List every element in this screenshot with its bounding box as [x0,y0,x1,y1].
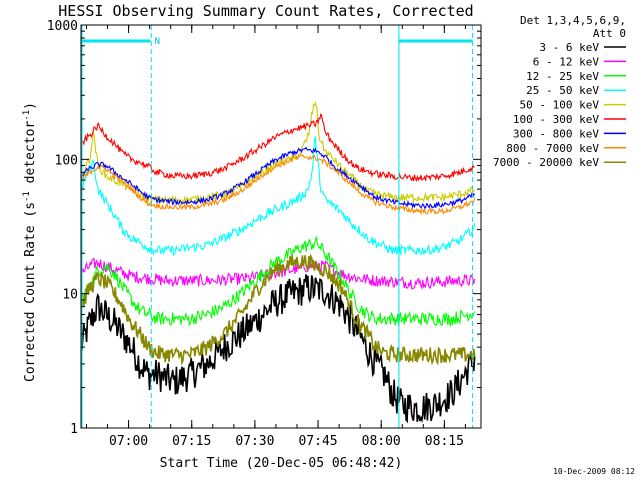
series-line-5 [81,113,475,183]
y-label-prefix: Corrected Count Rate (s [23,202,38,382]
legend-header-line-2: Att 0 [593,27,626,40]
legend-header-line-1: Det 1,3,4,5,6,9, [520,14,626,27]
y-label-sup2: -1 [22,110,32,121]
legend-label-8: 7000 - 20000 keV [493,156,599,169]
y-label-middle: detector [23,121,38,192]
legend-label-1: 6 - 12 keV [533,55,600,68]
chart-title: HESSI Observing Summary Count Rates, Cor… [58,2,473,20]
y-label-suffix: ) [23,102,38,110]
series-line-2 [81,236,476,328]
x-tick-label-3: 07:45 [298,434,337,449]
legend-label-2: 12 - 25 keV [526,70,599,83]
y-tick-label-2: 100 [55,153,78,168]
series-line-6 [81,146,476,210]
legend-label-6: 300 - 800 keV [513,127,599,140]
x-tick-label-1: 07:15 [172,434,211,449]
annotation-0: N [155,37,160,47]
y-tick-label-0: 1 [70,422,78,437]
x-axis-label: Start Time (20-Dec-05 06:48:42) [160,456,403,471]
y-axis-label: Corrected Count Rate (s-1 detector-1) [22,102,38,382]
legend-label-5: 100 - 300 keV [513,113,599,126]
plot-data-area [81,101,476,424]
x-tick-label-0: 07:00 [109,434,148,449]
legend-label-3: 25 - 50 keV [526,84,599,97]
series-line-3 [81,136,476,256]
x-tick-label-5: 08:15 [425,434,464,449]
timestamp: 10-Dec-2009 08:12 [553,467,635,476]
y-tick-label-1: 10 [62,288,78,303]
legend-label-7: 800 - 7000 keV [506,142,599,155]
plot-frame [80,24,482,429]
legend-label-0: 3 - 6 keV [539,41,599,54]
x-tick-label-2: 07:30 [235,434,274,449]
y-tick-label-3: 1000 [47,19,78,34]
x-tick-label-4: 08:00 [362,434,401,449]
y-label-sup1: -1 [22,191,32,202]
legend-label-4: 50 - 100 keV [520,99,600,112]
series-line-7 [81,154,476,216]
series-line-8 [81,252,476,366]
series-line-0 [81,274,476,424]
